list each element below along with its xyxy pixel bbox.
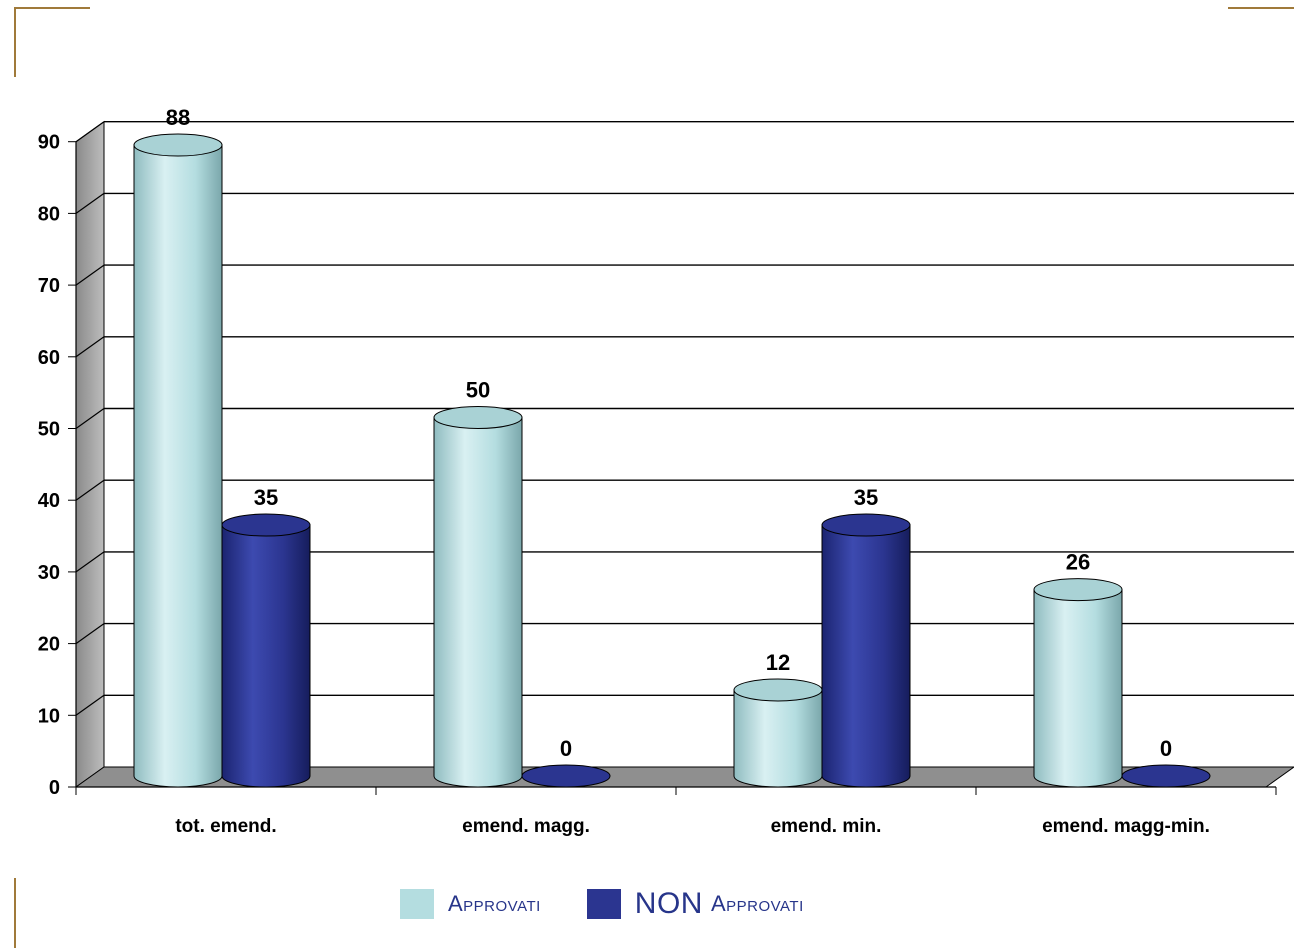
y-tick-label: 70: [38, 275, 60, 297]
y-tick-label: 40: [38, 490, 60, 512]
y-tick-label: 0: [49, 777, 60, 799]
y-tick-label: 80: [38, 203, 60, 225]
gridline-depth: [75, 623, 105, 645]
data-label: 12: [766, 650, 790, 675]
bar-0-1: [433, 406, 523, 788]
bar-1-3: [1121, 764, 1211, 788]
legend-swatch-non-approvati: [586, 889, 621, 919]
bar-0-3: [1033, 578, 1123, 788]
y-tick-label: 20: [38, 634, 60, 656]
corner-decoration-top-right-h: [1228, 7, 1294, 9]
gridline-depth: [75, 264, 105, 286]
gridline-depth: [75, 121, 105, 143]
corner-decoration-top-left-v: [14, 7, 16, 77]
bar-1-2: [821, 513, 911, 788]
bar-top: [733, 678, 823, 702]
bar-top: [221, 513, 311, 537]
gridline-depth: [75, 694, 105, 716]
bar-body: [221, 524, 311, 788]
corner-decoration-top-left-h: [14, 7, 90, 9]
bar-top: [521, 764, 611, 788]
legend-label-non-approvati: Approvati: [710, 891, 804, 916]
legend: Approvati NON Approvati: [400, 884, 850, 924]
y-tick-label: 50: [38, 419, 60, 441]
y-tick-label: 60: [38, 347, 60, 369]
bar-0-0: [133, 133, 223, 788]
gridline-depth: [75, 336, 105, 358]
x-tick-label: tot. emend.: [175, 816, 276, 837]
data-label: 88: [166, 105, 190, 130]
legend-item-approvati: Approvati: [400, 889, 541, 919]
legend-item-non-approvati: NON Approvati: [586, 887, 804, 921]
legend-swatch-approvati: [400, 889, 434, 919]
data-label: 50: [466, 378, 490, 403]
bar-body: [433, 417, 523, 788]
gridline-depth: [75, 192, 105, 214]
bar-body: [733, 689, 823, 788]
data-label: 35: [254, 485, 278, 510]
bar-top: [821, 513, 911, 537]
legend-label-approvati: Approvati: [448, 891, 541, 916]
bar-body: [1033, 589, 1123, 788]
y-tick-label: 90: [38, 132, 60, 154]
bar-body: [133, 144, 223, 788]
bar-top: [133, 133, 223, 157]
data-label: 35: [854, 485, 878, 510]
bar-top: [1121, 764, 1211, 788]
bar-1-0: [221, 513, 311, 788]
bar-0-2: [733, 678, 823, 788]
data-label: 0: [560, 736, 572, 761]
data-label: 26: [1066, 550, 1090, 575]
corner-decoration-bottom-left-v: [14, 878, 16, 948]
x-tick-label: emend. magg.: [462, 816, 590, 837]
gridline-depth: [75, 551, 105, 573]
bar-1-1: [521, 764, 611, 788]
bar-body: [821, 524, 911, 788]
y-tick-label: 30: [38, 562, 60, 584]
chart-side-wall: [75, 120, 105, 788]
bar-top: [433, 406, 523, 429]
gridline-depth: [75, 479, 105, 501]
x-tick-label: emend. magg-min.: [1042, 816, 1210, 837]
legend-label-non-prefix: NON: [634, 887, 703, 920]
gridline-depth: [75, 408, 105, 429]
bar-top: [1033, 578, 1123, 602]
data-label: 0: [1160, 736, 1172, 761]
y-tick-label: 10: [38, 705, 60, 727]
x-tick-label: emend. min.: [771, 816, 882, 837]
